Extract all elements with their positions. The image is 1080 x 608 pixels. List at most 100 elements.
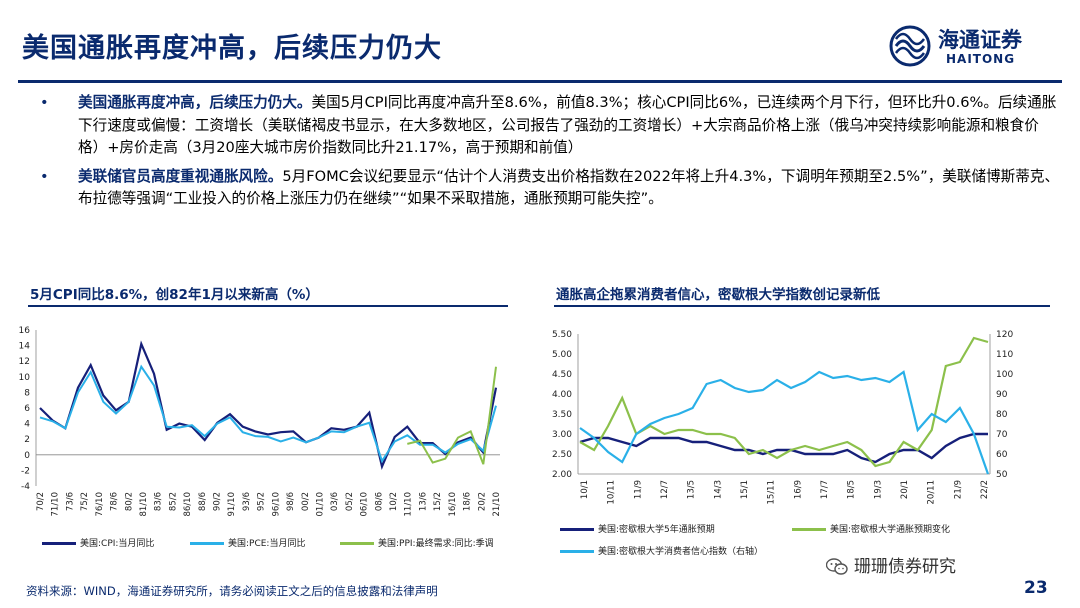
legend-swatch <box>190 542 224 545</box>
legend-label: 美国:CPI:当月同比 <box>80 539 155 549</box>
chart-left-title: 5月CPI同比8.6%，创82年1月以来新高（%） <box>30 287 319 303</box>
y-tick-label: 2 <box>24 435 30 445</box>
legend-label: 美国:密歇根大学通胀预期变化 <box>830 525 951 535</box>
series-line <box>579 432 988 464</box>
x-tick-label: 70/2 <box>36 492 46 511</box>
x-tick-label: 13/5 <box>687 480 697 499</box>
x-tick-label: 00/2 <box>301 492 311 511</box>
bullet-heading: 美国通胀再度冲高，后续压力仍大。 <box>78 94 312 111</box>
source-footer: 资料来源：WIND，海通证券研究所，请务必阅读正文之后的信息披露和法律声明 <box>26 584 438 598</box>
x-tick-label: 98/6 <box>286 492 296 511</box>
y-tick-label-left: 3.50 <box>552 410 572 420</box>
x-tick-label: 08/6 <box>374 492 384 511</box>
y-tick-label-left: 2.00 <box>552 470 572 480</box>
y-tick-label: 6 <box>24 404 30 414</box>
chart-left-divider <box>28 305 508 307</box>
bullet-body: 美国5月CPI同比再度冲高升至8.6%，前值8.3%；核心CPI同比6%，已连续… <box>78 94 1057 156</box>
bullet-item-inflation: • 美国通胀再度冲高，后续压力仍大。美国5月CPI同比再度冲高升至8.6%，前值… <box>30 92 1060 160</box>
wechat-watermark: 珊珊债券研究 <box>826 552 956 577</box>
page-number: 23 <box>1024 578 1048 598</box>
x-tick-label: 20/11 <box>927 480 937 505</box>
legend-right-5y: 美国:密歇根大学5年通胀预期 <box>560 522 715 535</box>
y-tick-label-left: 2.50 <box>552 450 572 460</box>
legend-left-pce: 美国:PCE:当月同比 <box>190 536 305 549</box>
x-tick-label: 20/1 <box>900 480 910 499</box>
x-tick-label: 18/6 <box>463 492 473 511</box>
x-tick-label: 03/6 <box>330 492 340 511</box>
y-tick-label: 8 <box>24 388 30 398</box>
x-tick-label: 90/2 <box>213 492 223 511</box>
x-tick-label: 91/10 <box>227 492 237 517</box>
x-tick-label: 11/10 <box>404 492 414 517</box>
y-tick-label-left: 5.00 <box>552 350 572 360</box>
legend-swatch <box>792 528 826 531</box>
x-tick-label: 10/1 <box>580 480 590 499</box>
chart-right-divider <box>554 305 1050 307</box>
bullet-body: 5月FOMC会议纪要显示“估计个人消费支出价格指数在2022年将上升4.3%，下… <box>78 167 1060 208</box>
x-tick-label: 73/6 <box>65 492 75 511</box>
bullet-item-fed: • 美联储官员高度重视通胀风险。5月FOMC会议纪要显示“估计个人消费支出价格指… <box>30 166 1060 211</box>
x-tick-label: 13/6 <box>418 492 428 511</box>
y-tick-label: 10 <box>19 373 31 383</box>
y-tick-label: 12 <box>19 357 30 367</box>
y-tick-label-right: 70 <box>996 430 1008 440</box>
legend-right-sentiment: 美国:密歇根大学消费者信心指数（右轴） <box>560 544 763 557</box>
series-line <box>39 340 498 470</box>
x-tick-label: 17/7 <box>820 480 830 499</box>
x-tick-label: 01/10 <box>315 492 325 517</box>
michigan-chart: 5.50 5.00 4.50 4.00 3.50 3.00 2.50 2.00 120 110 10… <box>552 330 1013 505</box>
legend-swatch <box>42 542 76 545</box>
x-tick-label: 12/7 <box>660 480 670 499</box>
x-tick-label: 16/10 <box>448 492 458 517</box>
x-tick-label: 71/10 <box>51 492 61 517</box>
legend-label: 美国:密歇根大学5年通胀预期 <box>598 525 715 535</box>
y-tick-label-left: 4.00 <box>552 390 572 400</box>
x-tick-label: 10/11 <box>607 480 617 505</box>
x-tick-label: 06/10 <box>360 492 370 517</box>
y-tick-label-right: 90 <box>996 390 1008 400</box>
title-divider <box>18 80 1062 83</box>
y-tick-label: 14 <box>19 342 31 352</box>
y-tick-label: 0 <box>24 451 30 461</box>
y-tick-label-left: 3.00 <box>552 430 572 440</box>
legend-left-ppi: 美国:PPI:最终需求:同比:季调 <box>340 536 494 549</box>
x-tick-label: 85/2 <box>168 492 178 511</box>
logo-en-text: HAITONG <box>946 52 1016 66</box>
x-tick-label: 15/1 <box>740 480 750 499</box>
legend-label: 美国:PCE:当月同比 <box>228 539 306 549</box>
series-line <box>579 370 990 475</box>
legend-swatch <box>340 542 374 545</box>
bullet-dot: • <box>40 167 49 185</box>
x-tick-label: 96/10 <box>271 492 281 517</box>
haitong-emblem-icon <box>889 25 931 67</box>
series-line <box>39 364 497 464</box>
x-tick-label: 75/2 <box>80 492 90 511</box>
x-tick-label: 15/11 <box>767 480 777 505</box>
x-tick-label: 10/2 <box>389 492 399 511</box>
logo-cn-text: 海通证券 <box>938 27 1022 52</box>
x-tick-label: 88/6 <box>198 492 208 511</box>
x-tick-label: 78/6 <box>110 492 120 511</box>
series-line <box>579 336 989 468</box>
legend-label: 美国:密歇根大学消费者信心指数（右轴） <box>598 547 764 557</box>
y-tick-label-right: 60 <box>996 450 1008 460</box>
wechat-account-name: 珊珊债券研究 <box>854 557 956 577</box>
y-tick-label-left: 4.50 <box>552 370 572 380</box>
x-tick-label: 22/2 <box>980 480 990 499</box>
legend-left-cpi: 美国:CPI:当月同比 <box>42 536 154 549</box>
legend-label: 美国:PPI:最终需求:同比:季调 <box>378 539 494 549</box>
series-line <box>407 366 497 465</box>
legend-swatch <box>560 550 594 553</box>
y-tick-label: 4 <box>24 420 30 430</box>
x-tick-label: 19/3 <box>873 480 883 499</box>
y-tick-label-right: 120 <box>996 330 1013 340</box>
y-tick-label-right: 100 <box>996 370 1013 380</box>
bullet-dot: • <box>40 94 49 111</box>
x-tick-label: 80/2 <box>124 492 134 511</box>
page-title: 美国通胀再度冲高，后续压力仍大 <box>22 33 442 64</box>
x-tick-label: 16/9 <box>793 480 803 499</box>
x-tick-label: 93/6 <box>242 492 252 511</box>
x-tick-label: 21/10 <box>492 492 502 517</box>
x-tick-label: 20/2 <box>477 492 487 511</box>
haitong-logo: 海通证券 HAITONG <box>888 22 1048 72</box>
